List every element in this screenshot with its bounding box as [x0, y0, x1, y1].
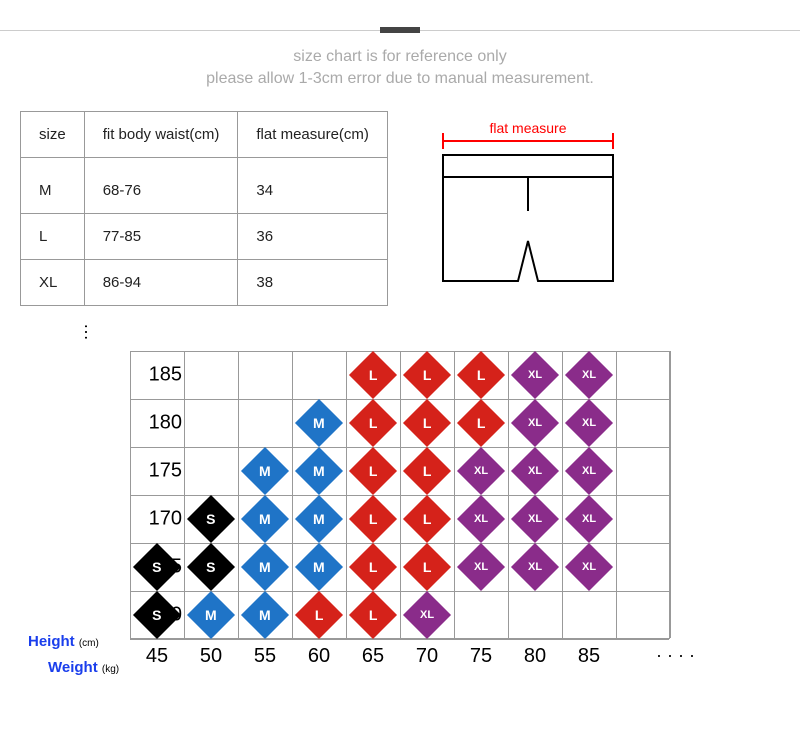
y-axis-tick-label: 175 — [122, 459, 182, 482]
size-marker-label: L — [369, 367, 378, 383]
x-axis-tick-label: 55 — [254, 645, 276, 668]
size-marker-label: S — [206, 511, 215, 527]
size-marker-label: S — [206, 559, 215, 575]
size-marker-label: M — [259, 607, 271, 623]
y-axis-tick-label: 170 — [122, 507, 182, 530]
size-table-cell: 36 — [238, 213, 388, 259]
size-table-row: L77-8536 — [21, 213, 388, 259]
size-table-cell: L — [21, 213, 85, 259]
size-table-cell: 38 — [238, 259, 388, 305]
y-axis-continuation-dots: … — [80, 323, 101, 339]
size-marker-label: M — [313, 559, 325, 575]
header-note: size chart is for reference only please … — [0, 30, 800, 91]
flat-measure-diagram: flat measure — [418, 111, 780, 311]
x-axis-tick-label: 75 — [470, 645, 492, 668]
x-axis-tick-label: 70 — [416, 645, 438, 668]
size-table-cell: M — [21, 157, 85, 213]
size-table-cell: 34 — [238, 157, 388, 213]
y-axis-tick-label: 185 — [122, 363, 182, 386]
size-marker-label: S — [152, 559, 161, 575]
y-axis-tick-label: 180 — [122, 411, 182, 434]
x-axis-tick-label: 45 — [146, 645, 168, 668]
size-table-cell: XL — [21, 259, 85, 305]
size-marker-label: L — [423, 367, 432, 383]
size-marker-label: XL — [474, 561, 488, 573]
size-marker-label: XL — [528, 561, 542, 573]
x-axis-continuation-dots: · · · · — [656, 645, 695, 666]
weight-axis-title: Weight (kg) — [48, 659, 119, 676]
size-marker-label: L — [369, 463, 378, 479]
top-section: sizefit body waist(cm)flat measure(cm) M… — [0, 111, 800, 311]
size-marker-label: XL — [420, 609, 434, 621]
size-marker-label: XL — [582, 417, 596, 429]
height-axis-title: Height (cm) — [28, 633, 99, 650]
size-table-body: M68-7634L77-8536XL86-9438 — [21, 157, 388, 305]
size-table: sizefit body waist(cm)flat measure(cm) M… — [20, 111, 388, 306]
size-marker-label: M — [313, 415, 325, 431]
x-axis-tick-label: 60 — [308, 645, 330, 668]
size-marker-label: L — [369, 511, 378, 527]
size-marker-label: L — [423, 511, 432, 527]
size-marker-label: L — [477, 415, 486, 431]
header-line1: size chart is for reference only — [0, 46, 800, 68]
x-axis-tick-label: 50 — [200, 645, 222, 668]
size-marker-label: L — [369, 415, 378, 431]
size-table-header: flat measure(cm) — [238, 111, 388, 157]
size-marker-label: L — [369, 607, 378, 623]
size-table-row: XL86-9438 — [21, 259, 388, 305]
size-marker-label: XL — [528, 369, 542, 381]
size-marker-label: M — [259, 511, 271, 527]
size-marker-label: M — [313, 511, 325, 527]
size-table-cell: 68-76 — [84, 157, 238, 213]
size-table-header: fit body waist(cm) — [84, 111, 238, 157]
size-table-header-row: sizefit body waist(cm)flat measure(cm) — [21, 111, 388, 157]
size-marker-label: XL — [474, 513, 488, 525]
size-marker-label: XL — [582, 561, 596, 573]
size-marker-label: XL — [528, 513, 542, 525]
size-marker-label: XL — [582, 369, 596, 381]
size-marker-label: M — [313, 463, 325, 479]
header-line2: please allow 1-3cm error due to manual m… — [0, 68, 800, 90]
x-axis-tick-label: 80 — [524, 645, 546, 668]
size-marker-label: L — [423, 463, 432, 479]
size-table-cell: 77-85 — [84, 213, 238, 259]
size-scatter-chart: … Height (cm) Weight (kg) · · · · 160165… — [100, 351, 730, 711]
shorts-svg: flat measure — [418, 111, 638, 311]
size-marker-label: L — [423, 559, 432, 575]
x-axis-tick-label: 65 — [362, 645, 384, 668]
size-marker-label: L — [369, 559, 378, 575]
x-axis-tick-label: 85 — [578, 645, 600, 668]
size-table-cell: 86-94 — [84, 259, 238, 305]
size-marker-label: L — [477, 367, 486, 383]
size-marker-label: M — [259, 559, 271, 575]
size-table-header: size — [21, 111, 85, 157]
size-marker-label: XL — [528, 417, 542, 429]
flat-measure-label: flat measure — [489, 120, 566, 136]
size-marker-label: L — [423, 415, 432, 431]
size-marker-label: XL — [582, 513, 596, 525]
size-marker-label: M — [205, 607, 217, 623]
size-marker-label: L — [315, 607, 324, 623]
size-marker-label: M — [259, 463, 271, 479]
size-marker-label: XL — [474, 465, 488, 477]
size-marker-label: XL — [582, 465, 596, 477]
size-table-row: M68-7634 — [21, 157, 388, 213]
size-marker-label: XL — [528, 465, 542, 477]
size-marker-label: S — [152, 607, 161, 623]
